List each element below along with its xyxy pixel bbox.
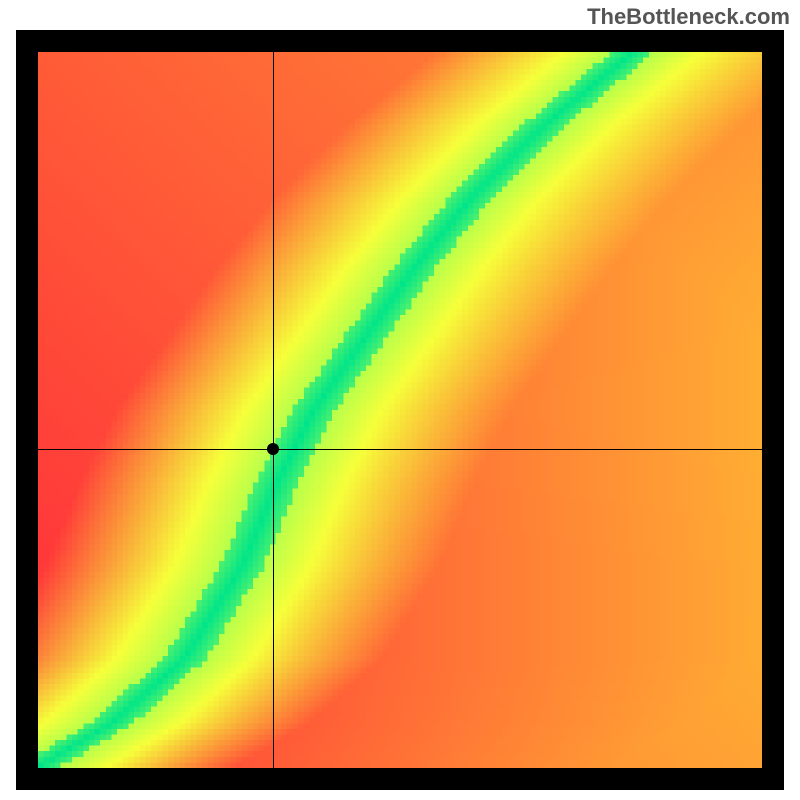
crosshair-vertical: [273, 52, 274, 768]
bottleneck-heatmap: [38, 52, 762, 768]
crosshair-horizontal: [38, 449, 762, 450]
watermark: TheBottleneck.com: [587, 4, 790, 30]
